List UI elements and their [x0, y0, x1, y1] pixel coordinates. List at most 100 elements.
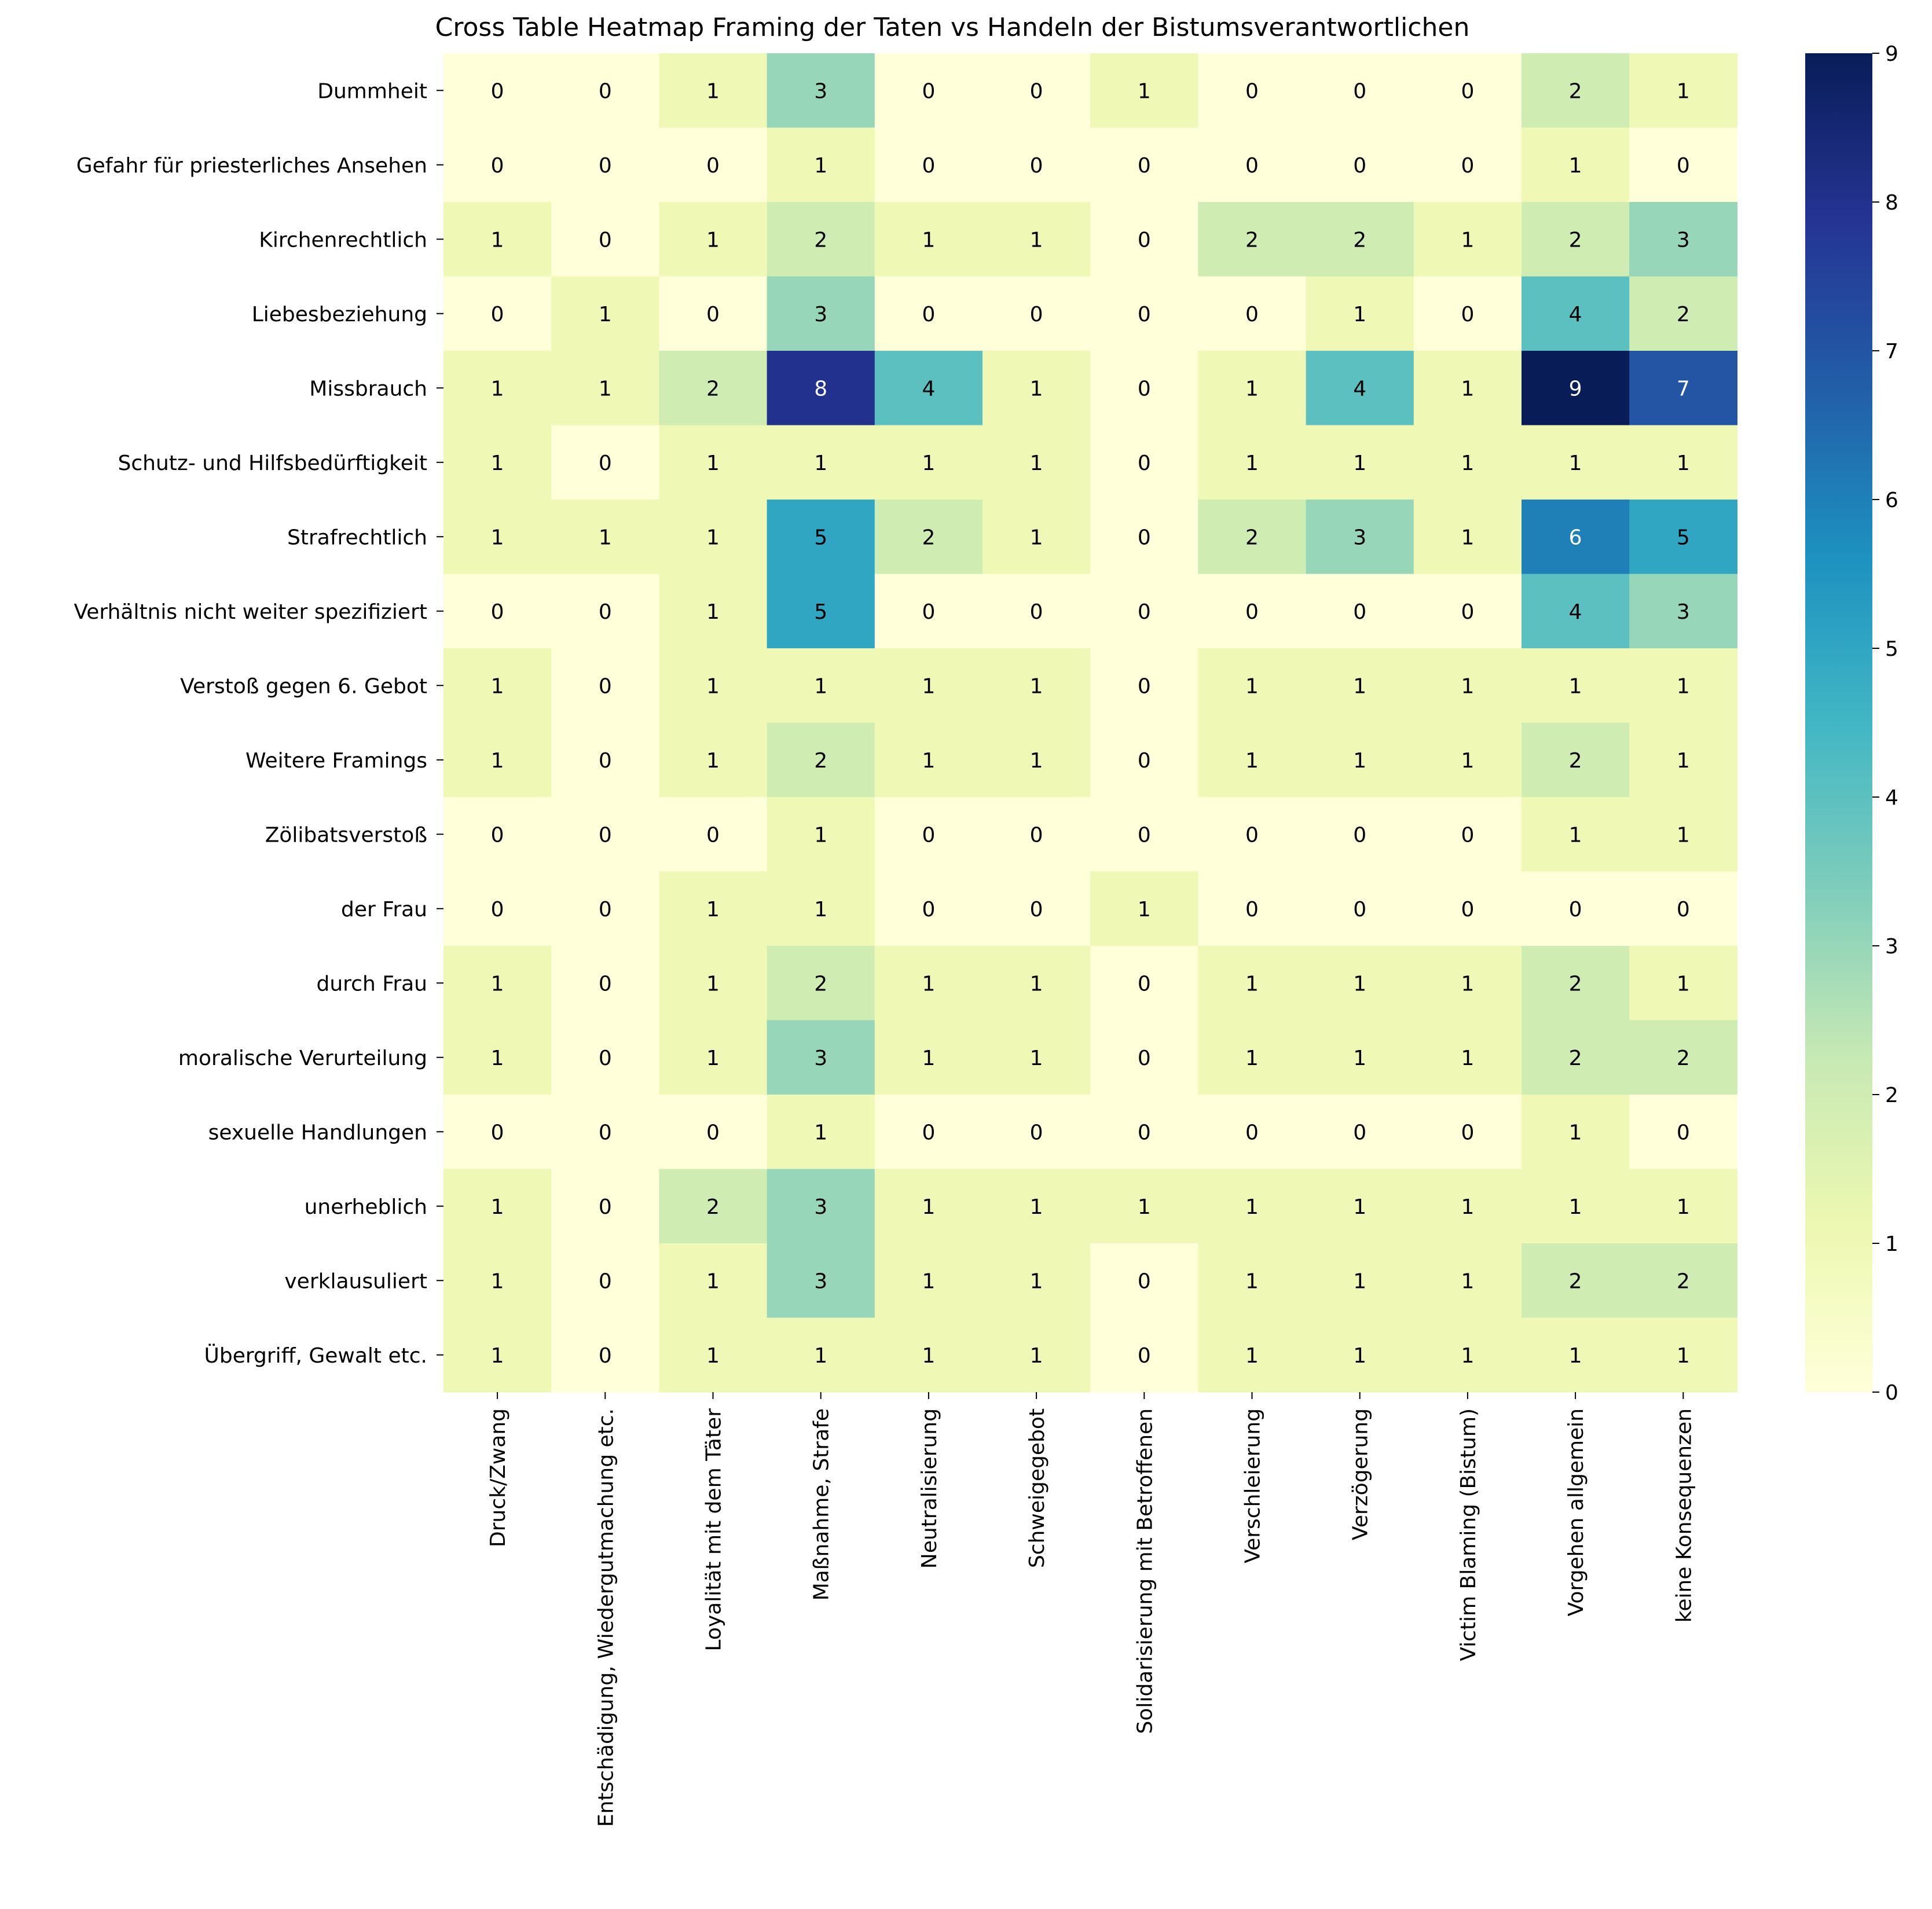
cell-value-label: 1	[1245, 674, 1259, 698]
heatmap-cell	[1629, 127, 1737, 203]
row-tick-label: Dummheit	[317, 79, 427, 103]
cell-value-label: 1	[599, 377, 612, 401]
heatmap-cell	[983, 1020, 1091, 1095]
cell-value-label: 1	[1245, 749, 1259, 773]
heatmap-cell	[874, 53, 983, 129]
heatmap-cell	[1629, 574, 1737, 649]
heatmap-cell	[659, 1317, 768, 1393]
cell-value-label: 1	[1461, 228, 1474, 252]
heatmap-cell	[1629, 648, 1737, 724]
heatmap-cell	[983, 1169, 1091, 1244]
cell-value-label: 1	[1030, 1269, 1043, 1293]
heatmap-cell	[874, 351, 983, 426]
cell-value-label: 1	[491, 674, 504, 698]
cell-value-label: 3	[814, 1269, 827, 1293]
cell-value-label: 1	[706, 451, 720, 475]
cell-value-label: 3	[1353, 526, 1366, 549]
cell-value-label: 0	[922, 303, 935, 326]
heatmap-cell	[767, 425, 875, 500]
heatmap-cell	[1090, 500, 1198, 575]
cell-value-label: 0	[1353, 154, 1366, 178]
cell-value-label: 1	[1353, 749, 1366, 773]
cell-value-label: 0	[1138, 377, 1151, 401]
column-tick-label: Druck/Zwang	[486, 1408, 510, 1547]
cell-value-label: 1	[922, 1047, 935, 1070]
cell-value-label: 1	[1677, 749, 1690, 773]
column-tick-label: Loyalität mit dem Täter	[702, 1408, 726, 1651]
heatmap-cell	[1413, 574, 1522, 649]
heatmap-cells: 0 0 1 3 0 0 1 0 0 0 2 1 0 0 0 1 0 0 0 0 0 0 1 0 1 0 1 2 1 1 0 2 2 1 2 3 0 1 0 3…	[443, 53, 1737, 1393]
heatmap-cell	[443, 648, 552, 724]
heatmap-cell	[443, 202, 552, 277]
cell-value-label: 0	[491, 1121, 504, 1144]
cell-value-label: 1	[1030, 228, 1043, 252]
heatmap-cell	[1413, 1020, 1522, 1095]
heatmap-cell	[1090, 127, 1198, 203]
column-tick-label: keine Konsequenzen	[1672, 1408, 1696, 1622]
cell-value-label: 1	[1569, 1121, 1582, 1144]
cell-value-label: 0	[922, 154, 935, 178]
column-tick-label: Victim Blaming (Bistum)	[1457, 1408, 1480, 1661]
cell-value-label: 5	[814, 600, 827, 624]
heatmap-cell	[1198, 574, 1307, 649]
cell-value-label: 0	[599, 898, 612, 922]
cell-value-label: 1	[599, 526, 612, 549]
cell-value-label: 0	[599, 674, 612, 698]
cell-value-label: 6	[1569, 526, 1582, 549]
heatmap-cell	[659, 871, 768, 946]
heatmap-cell	[1198, 1095, 1307, 1170]
cell-value-label: 3	[1677, 600, 1690, 624]
cell-value-label: 1	[1245, 1269, 1259, 1293]
heatmap-cell	[1522, 1317, 1630, 1393]
cell-value-label: 1	[1569, 451, 1582, 475]
heatmap-cell	[443, 946, 552, 1021]
row-tick-label: Verstoß gegen 6. Gebot	[180, 674, 427, 698]
cell-value-label: 3	[814, 1047, 827, 1070]
heatmap-cell	[443, 127, 552, 203]
heatmap-cell	[551, 648, 659, 724]
heatmap-cell	[1522, 53, 1630, 129]
heatmap-cell	[983, 1095, 1091, 1170]
heatmap-cell	[1522, 351, 1630, 426]
heatmap-cell	[1198, 351, 1307, 426]
cell-value-label: 0	[599, 1344, 612, 1368]
heatmap-cell	[983, 276, 1091, 351]
heatmap-cell	[551, 1243, 659, 1319]
cell-value-label: 2	[1569, 1047, 1582, 1070]
cell-value-label: 0	[1138, 1121, 1151, 1144]
cell-value-label: 1	[922, 1195, 935, 1219]
heatmap-cell	[443, 574, 552, 649]
cell-value-label: 2	[1353, 228, 1366, 252]
row-tick-label: Missbrauch	[309, 377, 427, 401]
cell-value-label: 1	[491, 1047, 504, 1070]
heatmap-cell	[874, 1095, 983, 1170]
cell-value-label: 1	[1461, 1047, 1474, 1070]
cell-value-label: 0	[1138, 228, 1151, 252]
cell-value-label: 1	[706, 79, 720, 103]
cell-value-label: 2	[1677, 1269, 1690, 1293]
cell-value-label: 2	[1569, 972, 1582, 996]
heatmap-cell	[1522, 202, 1630, 277]
cell-value-label: 0	[1138, 154, 1151, 178]
heatmap-cell	[1413, 797, 1522, 872]
cell-value-label: 0	[1245, 303, 1259, 326]
cell-value-label: 1	[491, 228, 504, 252]
heatmap-cell	[1090, 722, 1198, 798]
cell-value-label: 1	[491, 1195, 504, 1219]
heatmap-cell	[1306, 574, 1414, 649]
cell-value-label: 1	[1353, 451, 1366, 475]
cell-value-label: 1	[922, 972, 935, 996]
cell-value-label: 4	[1353, 377, 1366, 401]
heatmap-cell	[1522, 276, 1630, 351]
heatmap-cell	[1198, 1020, 1307, 1095]
heatmap-cell	[1413, 500, 1522, 575]
heatmap-cell	[874, 500, 983, 575]
column-tick-labels: Druck/Zwang Entschädigung, Wiedergutmachu…	[486, 1392, 1696, 1827]
cell-value-label: 2	[922, 526, 935, 549]
cell-value-label: 1	[1461, 1195, 1474, 1219]
heatmap-cell	[874, 425, 983, 500]
heatmap-cell	[1306, 500, 1414, 575]
cell-value-label: 3	[1677, 228, 1690, 252]
heatmap-cell	[659, 127, 768, 203]
